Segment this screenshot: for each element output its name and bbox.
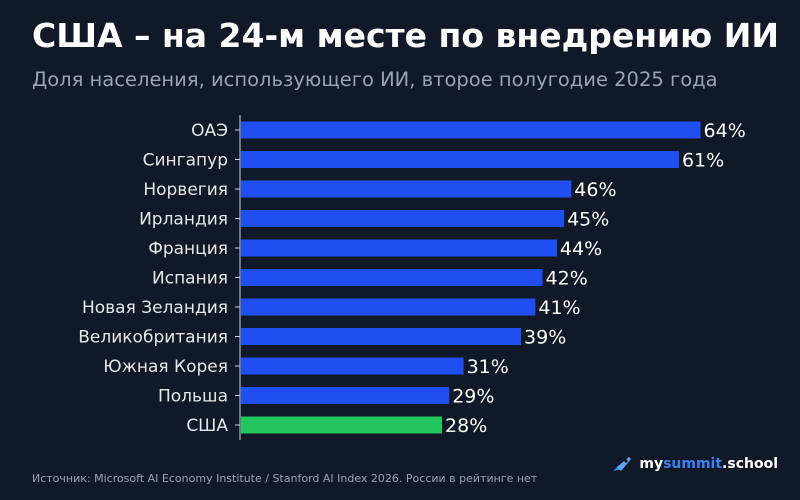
value-label: 39% (524, 327, 566, 349)
category-label: США (186, 416, 228, 436)
brand-logo: mysummit.school (611, 455, 778, 473)
category-label: Франция (148, 239, 228, 259)
rocket-icon (613, 457, 632, 471)
category-label: Сингапур (143, 151, 228, 171)
category-label: ОАЭ (191, 121, 228, 141)
brand-text-summit: summit (663, 456, 723, 472)
category-label: Ирландия (139, 210, 228, 230)
bar (241, 180, 572, 198)
brand-text-my: my (639, 456, 664, 472)
category-label: Великобритания (78, 328, 228, 348)
value-label: 29% (452, 386, 494, 408)
source-note: Источник: Microsoft AI Economy Institute… (32, 472, 538, 485)
chart-subtitle: Доля населения, использующего ИИ, второе… (32, 68, 718, 91)
bar (241, 121, 701, 139)
chart-title: США – на 24-м месте по внедрению ИИ (32, 16, 779, 55)
bar (241, 269, 543, 286)
category-label: Польша (158, 387, 228, 407)
category-label: Новая Зеландия (82, 298, 228, 318)
bar-highlight (241, 416, 443, 434)
bar (241, 151, 679, 168)
brand-text-school: .school (722, 456, 778, 472)
value-label: 64% (704, 120, 746, 142)
bar (241, 328, 522, 345)
bar (241, 357, 464, 375)
value-label: 41% (538, 297, 580, 319)
bar (241, 210, 565, 227)
value-label: 45% (567, 209, 609, 231)
value-label: 42% (546, 268, 588, 290)
value-label: 46% (574, 179, 616, 201)
bar (241, 298, 536, 316)
value-label: 28% (445, 415, 487, 437)
category-label: Норвегия (143, 180, 228, 200)
value-label: 44% (560, 238, 602, 260)
category-label: Южная Корея (103, 357, 228, 377)
category-label: Испания (152, 269, 228, 289)
value-label: 61% (682, 150, 724, 172)
value-label: 31% (467, 356, 509, 378)
bar (241, 239, 557, 257)
bar (241, 387, 450, 404)
